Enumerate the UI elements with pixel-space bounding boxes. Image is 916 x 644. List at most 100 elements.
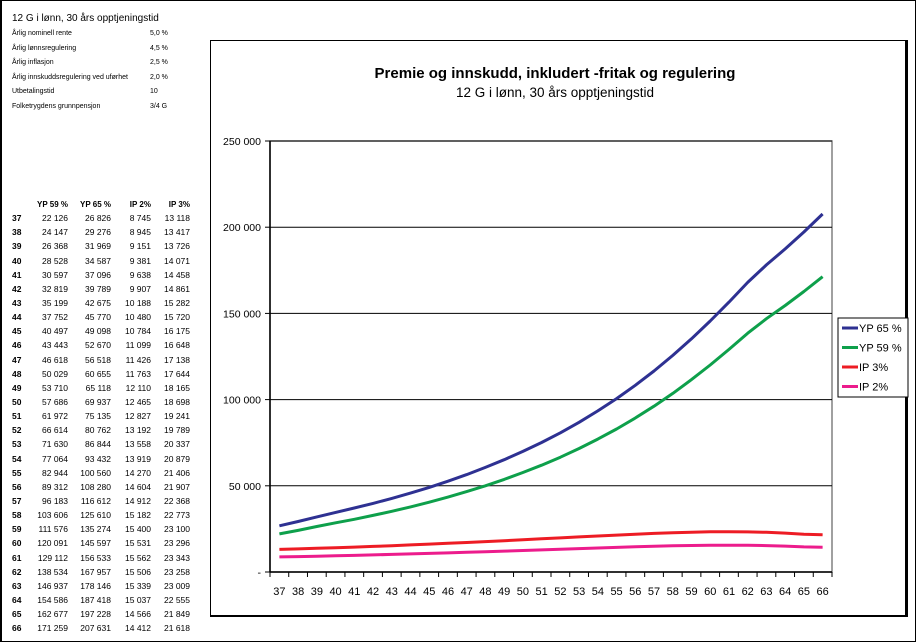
- age-cell: 55: [12, 467, 22, 478]
- x-tick-label: 47: [461, 586, 473, 598]
- value-cell: 22 368: [164, 496, 190, 507]
- x-tick-label: 42: [367, 586, 379, 598]
- value-cell: 138 534: [37, 566, 68, 577]
- table-row: 61 129 112 156 533 15 562 23 343: [12, 551, 190, 565]
- parameter-value: 3/4 G: [150, 102, 168, 110]
- legend-label: IP 2%: [859, 382, 888, 394]
- age-cell: 46: [12, 340, 22, 351]
- parameter-row: Årlig inflasjon 2,5 %: [12, 59, 172, 74]
- value-cell: 20 337: [164, 439, 190, 450]
- x-tick-label: 43: [386, 586, 398, 598]
- value-cell: 31 969: [85, 241, 111, 252]
- value-cell: 187 418: [80, 595, 111, 605]
- value-cell: 89 312: [42, 481, 68, 492]
- value-cell: 108 280: [80, 481, 111, 492]
- value-cell: 100 560: [80, 467, 111, 478]
- value-cell: 22 773: [164, 510, 190, 521]
- table-header: YP 59 % YP 65 % IP 2% IP 3%: [12, 197, 190, 211]
- age-cell: 54: [12, 453, 22, 464]
- value-cell: 23 296: [164, 538, 190, 549]
- table-row: 63 146 937 178 146 15 339 23 009: [12, 579, 190, 593]
- value-cell: 23 009: [164, 580, 190, 591]
- value-cell: 162 677: [37, 609, 68, 620]
- age-cell: 60: [12, 538, 22, 549]
- value-cell: 56 518: [85, 354, 111, 365]
- x-tick-label: 55: [610, 586, 622, 598]
- age-cell: 56: [12, 481, 22, 492]
- x-tick-label: 63: [760, 586, 772, 598]
- value-cell: 52 670: [85, 340, 111, 351]
- series-line-3: [279, 543, 823, 559]
- value-cell: 19 789: [164, 425, 190, 436]
- value-cell: 146 937: [37, 580, 68, 591]
- value-cell: 9 381: [129, 255, 151, 266]
- age-cell: 64: [12, 595, 22, 605]
- x-tick-label: 44: [404, 586, 416, 598]
- value-cell: 13 558: [125, 439, 151, 450]
- value-cell: 11 426: [125, 354, 151, 365]
- table-row: 40 28 528 34 587 9 381 14 071: [12, 254, 190, 268]
- value-cell: 11 763: [125, 368, 151, 379]
- value-cell: 145 597: [80, 538, 111, 549]
- y-tick-label: 250 000: [223, 136, 261, 148]
- value-cell: 14 604: [125, 481, 151, 492]
- value-cell: 34 587: [85, 255, 111, 266]
- x-tick-label: 61: [723, 586, 735, 598]
- value-cell: 96 183: [42, 496, 68, 507]
- value-cell: 13 192: [125, 425, 151, 436]
- series-line-1: [279, 275, 824, 536]
- x-tick-label: 52: [554, 586, 566, 598]
- parameter-row: Utbetalingstid 10: [12, 88, 172, 103]
- value-cell: 49 098: [85, 326, 111, 337]
- value-cell: 12 827: [125, 411, 151, 422]
- value-cell: 39 789: [85, 283, 111, 294]
- value-cell: 23 100: [164, 524, 190, 535]
- parameter-label: Årlig nominell rente: [12, 30, 72, 37]
- value-cell: 42 675: [85, 298, 111, 309]
- y-tick-label: 200 000: [223, 222, 261, 234]
- table-row: 52 66 614 80 762 13 192 19 789: [12, 423, 190, 437]
- age-cell: 45: [12, 326, 22, 337]
- value-cell: 15 531: [125, 538, 151, 549]
- table-row: 59 111 576 135 274 15 400 23 100: [12, 522, 190, 536]
- data-table: YP 59 % YP 65 % IP 2% IP 3% 37 22 126 26 826 8 …: [12, 197, 190, 635]
- value-cell: 207 631: [80, 623, 111, 634]
- value-cell: 197 228: [80, 609, 111, 620]
- legend-label: YP 65 %: [859, 323, 902, 335]
- value-cell: 8 945: [129, 227, 151, 238]
- age-cell: 50: [12, 397, 22, 408]
- value-cell: 14 458: [164, 269, 190, 280]
- x-tick-label: 56: [629, 586, 641, 598]
- value-cell: 10 784: [125, 326, 151, 337]
- value-cell: 15 562: [125, 552, 151, 563]
- column-header: YP 59 %: [37, 199, 68, 209]
- y-tick-label: -: [258, 567, 262, 579]
- table-row: 49 53 710 65 118 12 110 18 165: [12, 381, 190, 395]
- table-row: 56 89 312 108 280 14 604 21 907: [12, 480, 190, 494]
- value-cell: 65 118: [85, 382, 111, 393]
- x-tick-label: 59: [685, 586, 697, 598]
- value-cell: 20 879: [164, 453, 190, 464]
- parameter-value: 4,5 %: [150, 44, 168, 52]
- y-tick-label: 50 000: [229, 481, 261, 493]
- value-cell: 66 614: [42, 425, 68, 436]
- x-tick-label: 54: [592, 586, 604, 598]
- x-tick-label: 62: [742, 586, 754, 598]
- table-row: 51 61 972 75 135 12 827 19 241: [12, 409, 190, 423]
- value-cell: 13 417: [164, 227, 190, 238]
- x-tick-label: 37: [273, 586, 285, 598]
- value-cell: 111 576: [38, 524, 68, 535]
- x-tick-label: 46: [442, 586, 454, 598]
- x-tick-label: 38: [292, 586, 304, 598]
- value-cell: 71 630: [42, 439, 68, 450]
- x-tick-label: 53: [573, 586, 585, 598]
- age-cell: 52: [12, 425, 22, 436]
- value-cell: 13 726: [164, 241, 190, 252]
- age-cell: 39: [12, 241, 22, 252]
- value-cell: 10 480: [125, 312, 151, 323]
- table-row: 45 40 497 49 098 10 784 16 175: [12, 324, 190, 338]
- value-cell: 50 029: [42, 368, 68, 379]
- value-cell: 23 343: [164, 552, 190, 563]
- age-cell: 65: [12, 609, 22, 620]
- y-tick-label: 100 000: [223, 395, 261, 407]
